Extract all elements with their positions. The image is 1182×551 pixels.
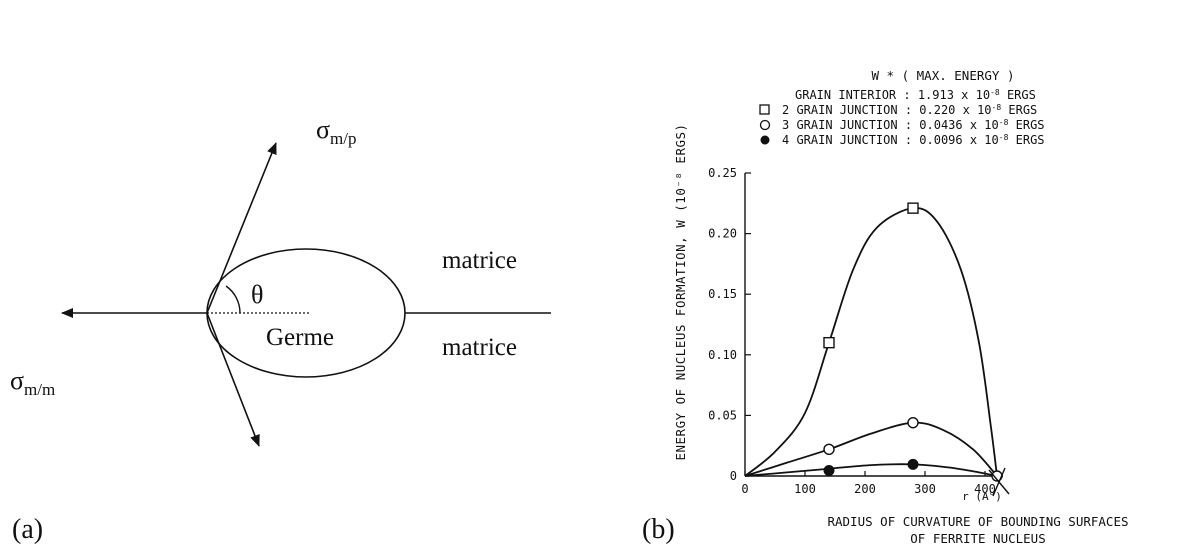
x-tick-label: 400	[974, 482, 996, 496]
y-tick-label: 0	[730, 469, 737, 483]
open-circle-marker	[823, 443, 835, 456]
panel-b-label: (b)	[642, 514, 675, 545]
square-marker	[907, 202, 919, 214]
theta-label: θ	[251, 280, 263, 309]
legend-row-text: 3 GRAIN JUNCTION : 0.0436 x 10-8 ERGS	[782, 118, 1045, 132]
sigma-mp-label: σm/p	[316, 115, 356, 148]
legend-header: W * ( MAX. ENERGY )	[872, 68, 1015, 83]
schematic-diagram: σm/p σm/m θ Germe matrice matrice (a)	[10, 115, 551, 545]
y-tick-label: 0.15	[708, 287, 737, 301]
x-axis-short-label: r (A°)	[962, 490, 1002, 503]
y-axis-label: ENERGY OF NUCLEUS FORMATION, W (10⁻⁸ ERG…	[673, 123, 688, 460]
series-line-4-grain	[744, 463, 998, 477]
y-tick-label: 0.25	[708, 166, 737, 180]
legend-row-text: 4 GRAIN JUNCTION : 0.0096 x 10-8 ERGS	[782, 133, 1045, 147]
filled-circle-marker	[907, 458, 919, 470]
tail-line	[992, 467, 1006, 497]
legend-row-text: GRAIN INTERIOR : 1.913 x 10-8 ERGS	[795, 88, 1036, 102]
y-tick-label: 0.05	[708, 408, 737, 422]
square-marker	[823, 336, 835, 349]
sigma-mp-arrow	[206, 142, 277, 314]
legend-filled-circle-icon	[760, 135, 770, 145]
filled-circle-marker	[823, 465, 835, 477]
legend: W * ( MAX. ENERGY ) GRAIN INTERIOR : 1.9…	[759, 68, 1045, 147]
x-tick-label: 200	[854, 482, 876, 496]
matrice-bottom-label: matrice	[442, 334, 517, 361]
legend-row-text: 2 GRAIN JUNCTION : 0.220 x 10-8 ERGS	[782, 103, 1037, 117]
sigma-mm-label: σm/m	[10, 366, 55, 399]
series-line-3-grain	[744, 421, 998, 477]
panel-a-schematic: σm/p σm/m θ Germe matrice matrice (a)	[0, 0, 590, 551]
series-line-2-grain	[744, 207, 998, 477]
x-tick-label: 300	[914, 482, 936, 496]
energy-chart: ENERGY OF NUCLEUS FORMATION, W (10⁻⁸ ERG…	[642, 68, 1129, 546]
x-tick-label: 0	[741, 482, 748, 496]
germe-label: Germe	[266, 324, 334, 351]
panel-a-label: (a)	[12, 514, 43, 545]
y-tick-label: 0.10	[708, 348, 737, 362]
x-axis-label-line1: RADIUS OF CURVATURE OF BOUNDING SURFACES	[827, 514, 1128, 529]
x-tick-label: 100	[794, 482, 816, 496]
theta-arc	[225, 285, 241, 314]
chart-series	[744, 202, 1010, 497]
x-axis-label-line2: OF FERRITE NUCLEUS	[910, 531, 1045, 546]
legend-open-circle-icon	[759, 119, 771, 131]
panel-b-chart: ENERGY OF NUCLEUS FORMATION, W (10⁻⁸ ERG…	[590, 0, 1182, 551]
open-circle-marker	[907, 416, 919, 429]
y-tick-label: 0.20	[708, 227, 737, 241]
chart-axes: 0 100 200 300 400 0 0.05 0.10 0.15 0.20 0.25	[708, 166, 1003, 496]
legend-square-icon	[759, 104, 770, 115]
matrice-top-label: matrice	[442, 247, 517, 274]
sigma-mp-lower-arrow	[206, 312, 260, 447]
